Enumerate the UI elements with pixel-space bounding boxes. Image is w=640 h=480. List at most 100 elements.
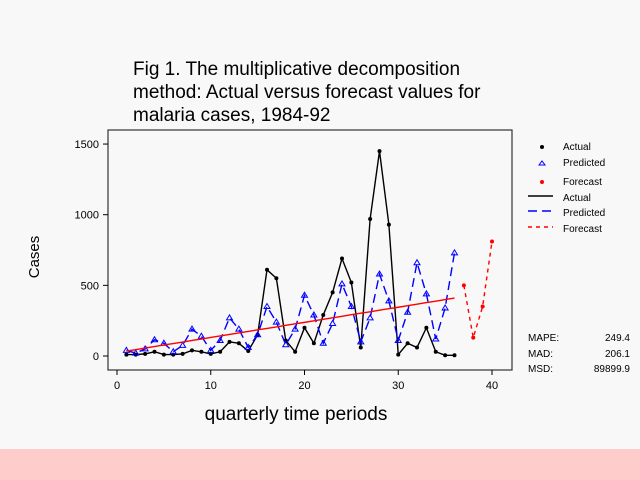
plot-frame [107, 129, 513, 371]
x-tick-label: 0 [114, 380, 120, 392]
title-line: malaria cases, 1984-92 [133, 105, 331, 126]
predicted-point [216, 336, 225, 343]
actual-point [208, 351, 213, 356]
legend-label: Actual [563, 142, 591, 153]
legend-label: Forecast [563, 177, 602, 188]
title-line: Fig 1. The multiplicative decomposition [133, 59, 461, 80]
actual-point [424, 325, 429, 330]
predicted-point [272, 318, 281, 325]
forecast-point [461, 283, 466, 288]
legend-marker [540, 145, 544, 149]
actual-point [396, 352, 401, 357]
legend-label: Predicted [563, 158, 605, 169]
actual-point [152, 349, 157, 354]
title-line: method: Actual versus forecast values fo… [133, 82, 481, 103]
actual-point [143, 351, 148, 356]
x-tick-label: 10 [205, 380, 217, 392]
series-line-predicted [126, 252, 456, 354]
actual-point [415, 345, 419, 350]
x-axis-label: quarterly time periods [205, 404, 388, 425]
y-tick-label: 1000 [75, 210, 99, 222]
actual-point [377, 149, 382, 154]
predicted-point [188, 325, 196, 332]
actual-point [405, 341, 410, 346]
predicted-point [122, 346, 131, 353]
predicted-point [291, 325, 300, 332]
x-tick-label: 20 [298, 380, 310, 392]
forecast-point [471, 335, 476, 340]
stat-value: 249.4 [604, 333, 630, 344]
predicted-point [403, 308, 412, 315]
legend-marker [538, 160, 546, 166]
actual-point [321, 313, 326, 318]
predicted-point [253, 330, 262, 338]
predicted-point [375, 270, 384, 277]
actual-point [302, 325, 307, 330]
predicted-point [234, 325, 243, 332]
actual-point [180, 351, 185, 356]
predicted-point [441, 303, 450, 311]
actual-point [265, 267, 269, 272]
series-line-trend [126, 297, 455, 352]
forecast-point [490, 239, 494, 244]
actual-point [349, 280, 354, 285]
actual-point [358, 345, 363, 350]
actual-point [368, 216, 373, 221]
series-line-forecast [463, 241, 493, 338]
predicted-point [450, 248, 459, 256]
predicted-point [319, 339, 328, 346]
legend-label: Forecast [563, 224, 602, 235]
predicted-point [178, 341, 187, 348]
actual-point [274, 276, 279, 281]
actual-point [218, 349, 223, 354]
stat-value: 89899.9 [593, 364, 630, 375]
actual-point [330, 290, 335, 295]
y-axis-label: Cases [26, 236, 43, 279]
actual-point [386, 222, 391, 227]
stat-msd: MSD: 89899.9 [528, 364, 630, 375]
predicted-point [169, 347, 178, 355]
predicted-point [131, 349, 140, 356]
predicted-point [366, 313, 375, 321]
stat-label: MSD: [528, 364, 553, 375]
stat-mad: MAD: 206.1 [528, 349, 630, 360]
actual-point [433, 349, 438, 354]
actual-point [190, 348, 194, 353]
x-tick-label: 40 [486, 380, 498, 392]
x-tick-label: 30 [392, 380, 404, 392]
predicted-point [338, 279, 346, 287]
predicted-point [281, 340, 290, 348]
actual-point [340, 256, 344, 261]
actual-point [452, 353, 457, 358]
predicted-point [347, 302, 356, 310]
predicted-point [225, 313, 234, 321]
y-tick-label: 1500 [75, 139, 99, 151]
predicted-point [244, 343, 253, 351]
chart-title: Fig 1. The multiplicative decomposition … [133, 58, 480, 127]
legend-marker [540, 180, 544, 184]
stat-label: MAD: [528, 349, 553, 360]
footer-band [0, 449, 640, 480]
predicted-point [422, 289, 431, 297]
actual-point [171, 352, 176, 357]
y-tick-label: 0 [93, 351, 99, 363]
predicted-point [328, 319, 337, 327]
predicted-point [394, 336, 403, 343]
predicted-point [309, 311, 318, 318]
actual-point [311, 341, 316, 346]
forecast-point [480, 304, 485, 309]
actual-point [161, 352, 166, 357]
actual-point [236, 341, 241, 346]
actual-point [227, 339, 232, 344]
legend-label: Predicted [563, 208, 605, 219]
predicted-point [431, 335, 440, 342]
predicted-point [356, 337, 365, 345]
predicted-point [384, 296, 393, 304]
actual-point [246, 349, 251, 354]
actual-point [293, 349, 298, 354]
stat-mape: MAPE: 249.4 [528, 333, 630, 344]
legend-label: Actual [563, 193, 591, 204]
predicted-point [263, 302, 271, 310]
stat-value: 206.1 [604, 349, 630, 360]
